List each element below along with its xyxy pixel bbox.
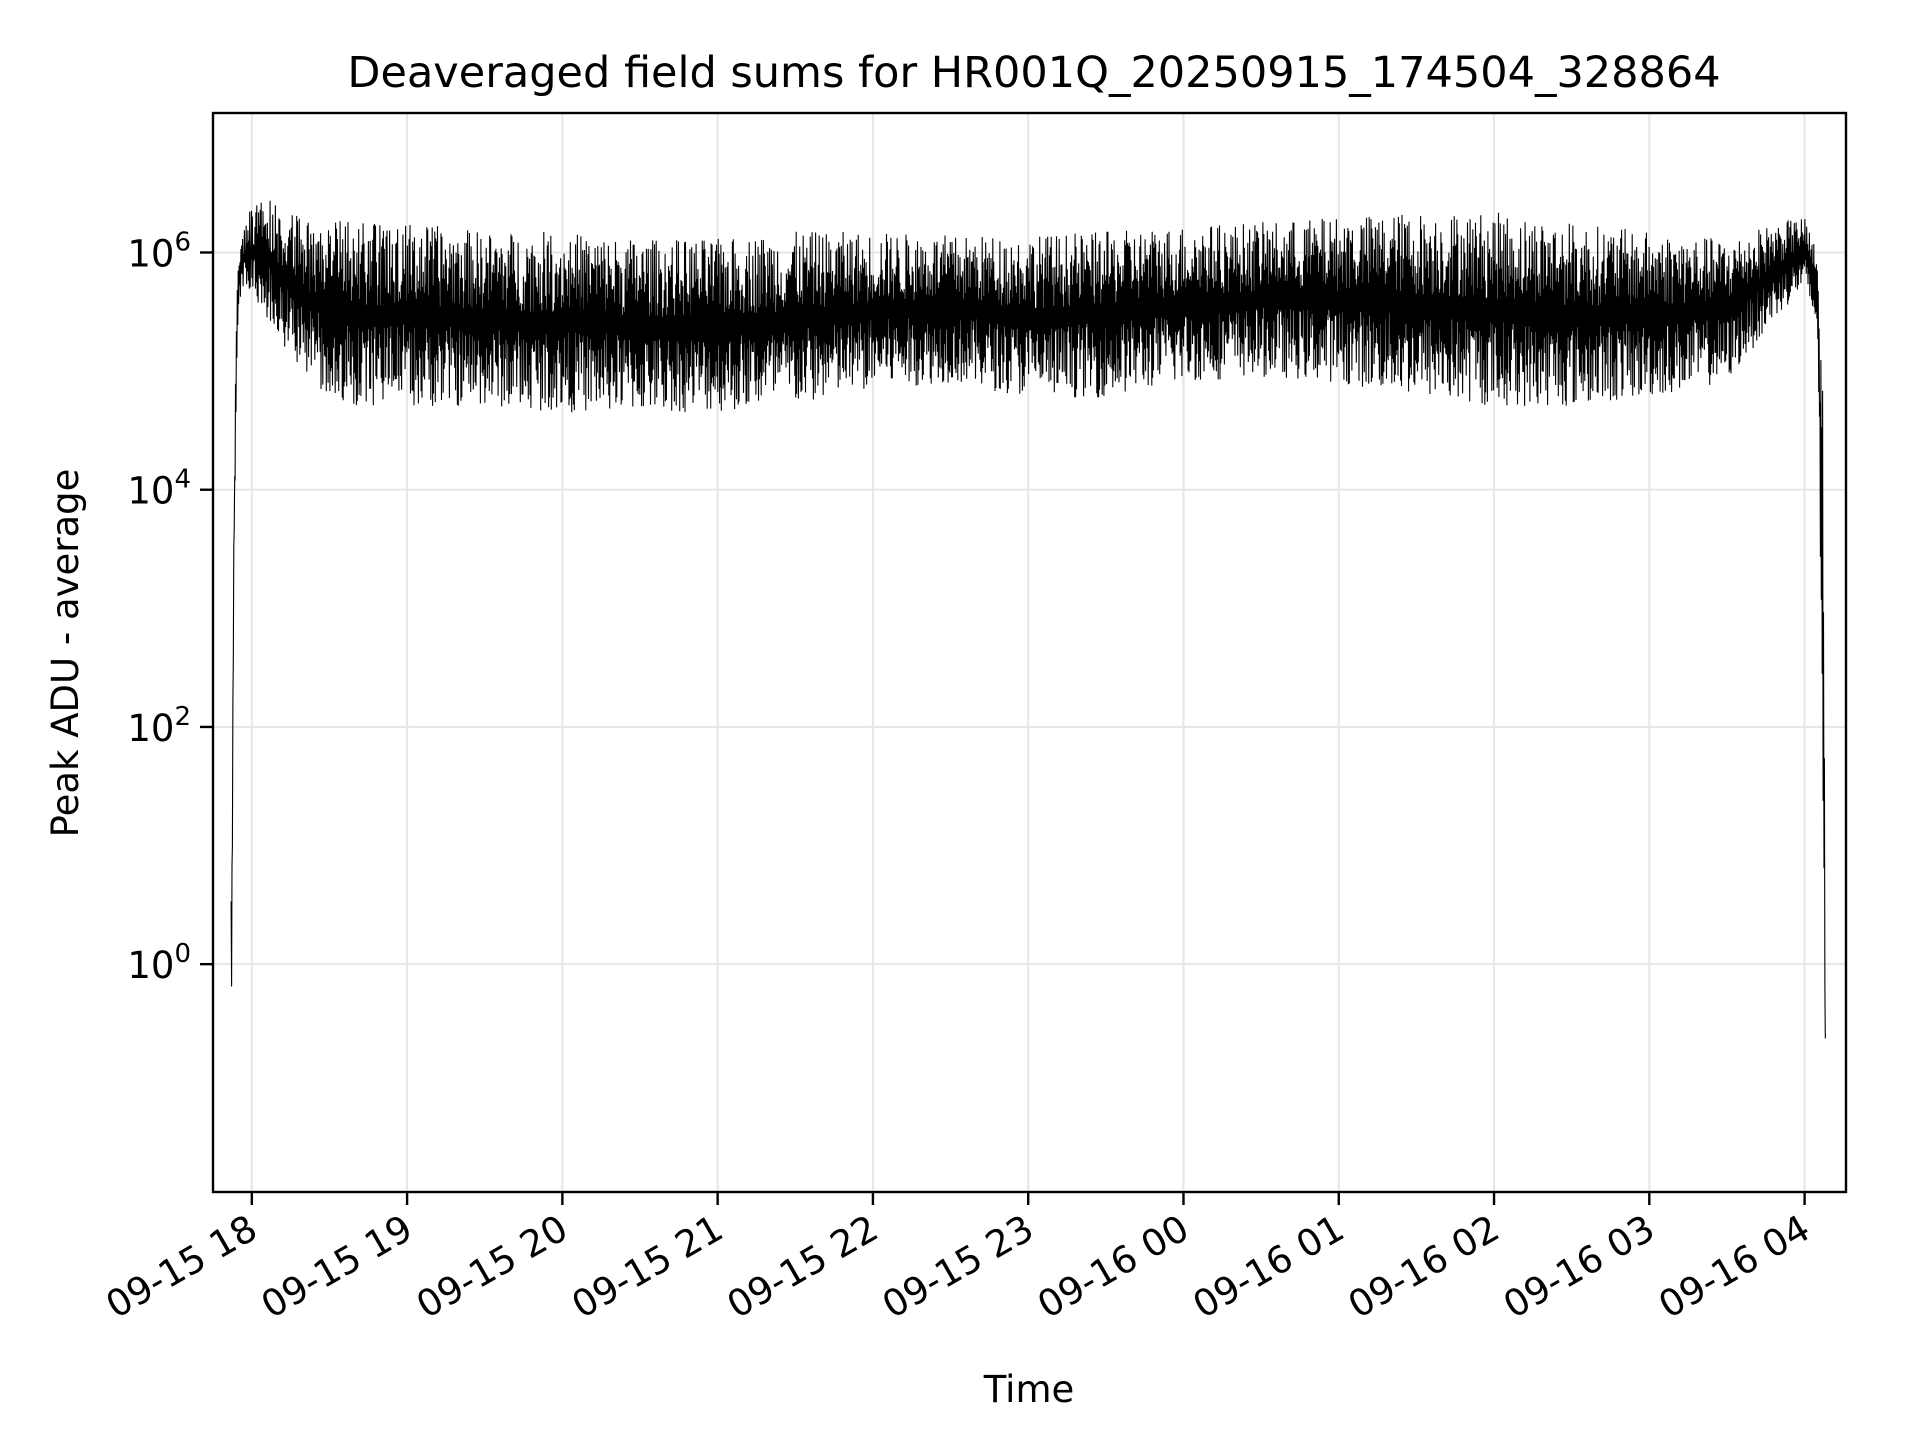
y-tick-label: 100 — [127, 939, 191, 987]
series-line — [230, 200, 1826, 1039]
y-axis-label: Peak ADU - average — [44, 469, 87, 838]
y-tick-label: 106 — [127, 227, 191, 275]
y-tick-label: 104 — [127, 465, 191, 513]
chart-title: Deaveraged field sums for HR001Q_2025091… — [347, 48, 1720, 98]
plot-area-frame — [211, 111, 1848, 1194]
x-axis-label: Time — [983, 1368, 1075, 1411]
series-layer — [230, 200, 1826, 1039]
y-axis: 100 102 104 106 — [127, 227, 213, 987]
y-tick-label: 102 — [127, 702, 191, 750]
